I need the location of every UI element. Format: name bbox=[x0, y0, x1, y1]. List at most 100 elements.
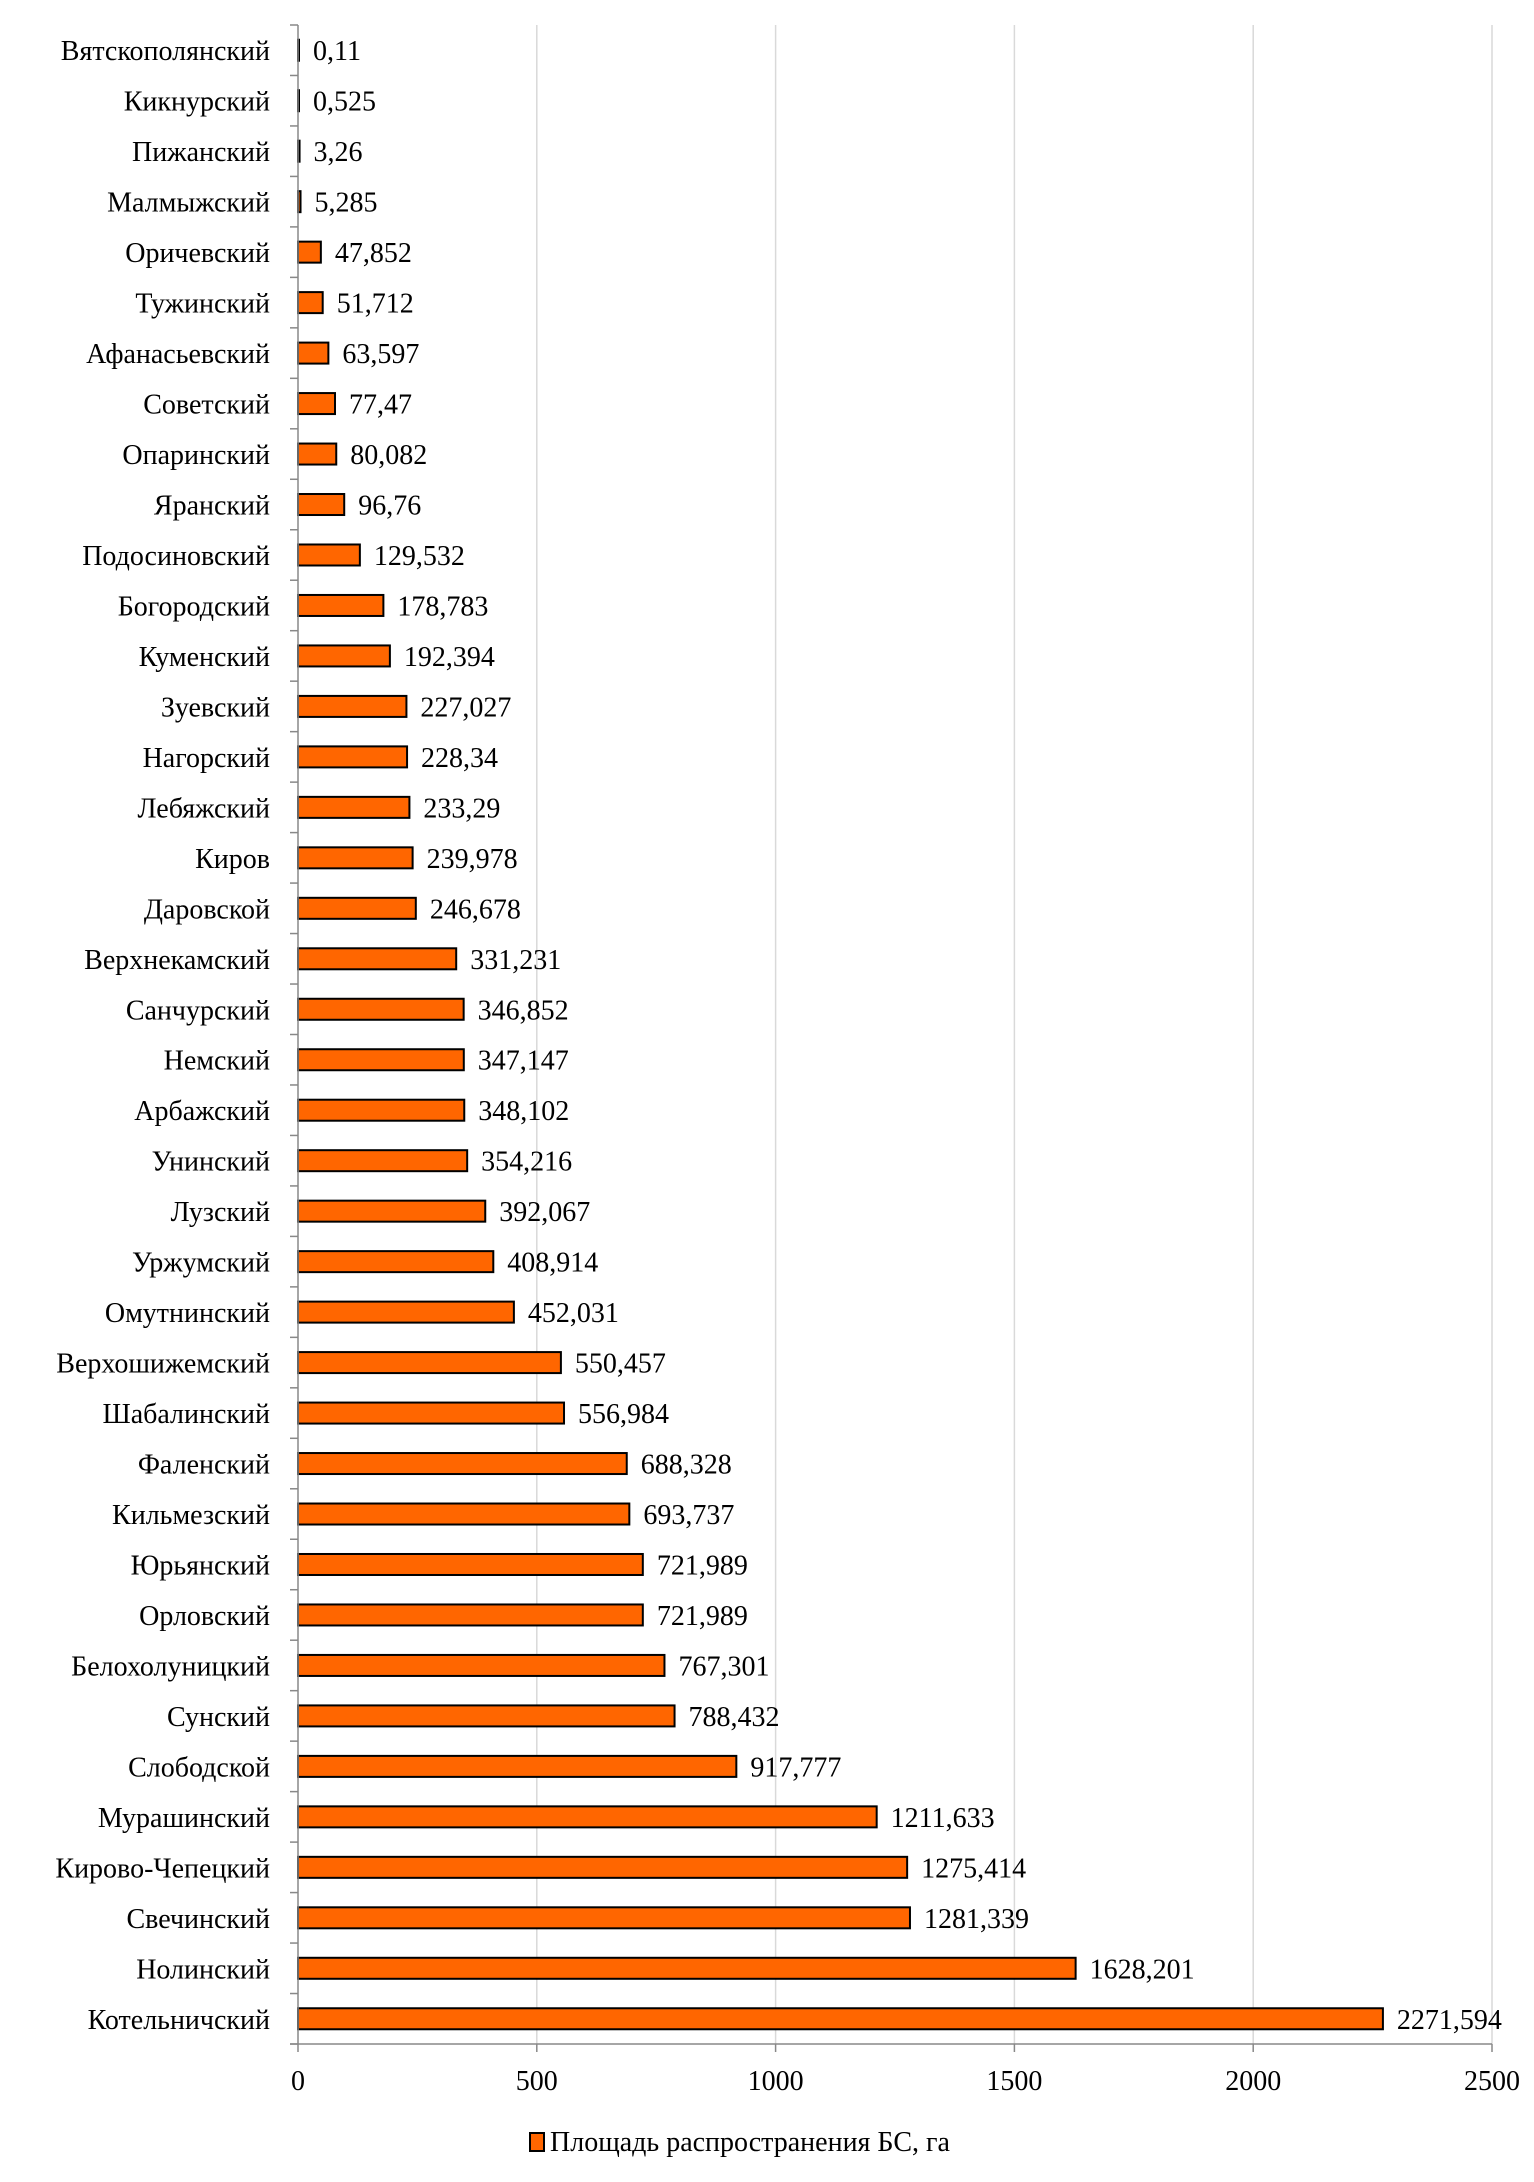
bar bbox=[297, 997, 465, 1021]
data-label: 721,989 bbox=[657, 1550, 748, 1581]
bar bbox=[297, 1048, 465, 1072]
x-tick-label: 500 bbox=[516, 2066, 558, 2097]
bar bbox=[297, 2007, 1384, 2031]
category-label: Сунский bbox=[167, 1702, 270, 1733]
data-label: 1275,414 bbox=[921, 1853, 1026, 1884]
data-label: 192,394 bbox=[404, 642, 495, 673]
bar bbox=[297, 442, 338, 466]
category-label: Лузский bbox=[171, 1197, 270, 1228]
data-label: 51,712 bbox=[337, 289, 414, 320]
category-label: Кирово-Чепецкий bbox=[55, 1853, 270, 1884]
bar bbox=[297, 1653, 666, 1677]
bar bbox=[297, 1956, 1077, 1980]
data-label: 5,285 bbox=[315, 188, 378, 219]
category-label: Слободской bbox=[128, 1752, 270, 1783]
data-label: 331,231 bbox=[470, 945, 561, 976]
data-label: 346,852 bbox=[478, 995, 569, 1026]
bar bbox=[297, 1149, 469, 1173]
bar bbox=[297, 593, 385, 617]
data-label: 688,328 bbox=[641, 1450, 732, 1481]
category-label: Советский bbox=[143, 390, 270, 421]
data-label: 239,978 bbox=[427, 844, 518, 875]
category-label: Орловский bbox=[139, 1601, 270, 1632]
bar bbox=[297, 795, 411, 819]
category-label: Малмыжский bbox=[107, 188, 270, 219]
bar bbox=[297, 1452, 628, 1476]
x-tick-label: 0 bbox=[291, 2066, 305, 2097]
x-tick-label: 1500 bbox=[986, 2066, 1042, 2097]
bar bbox=[297, 1351, 562, 1375]
data-label: 3,26 bbox=[314, 137, 363, 168]
data-label: 96,76 bbox=[358, 491, 421, 522]
data-label: 246,678 bbox=[430, 894, 521, 925]
bar bbox=[297, 1098, 466, 1122]
data-label: 233,29 bbox=[423, 793, 500, 824]
category-label: Кильмезский bbox=[112, 1500, 270, 1531]
category-label: Верхошижемский bbox=[56, 1349, 270, 1380]
bar bbox=[297, 1250, 495, 1274]
category-label: Уржумский bbox=[132, 1248, 270, 1279]
bar bbox=[297, 947, 458, 971]
bar bbox=[297, 240, 322, 264]
category-label: Шабалинский bbox=[102, 1399, 270, 1430]
data-label: 348,102 bbox=[478, 1096, 569, 1127]
bar bbox=[297, 1199, 487, 1223]
data-label: 63,597 bbox=[342, 339, 419, 370]
bar bbox=[297, 896, 417, 920]
category-label: Тужинский bbox=[135, 289, 270, 320]
data-label: 0,525 bbox=[313, 87, 376, 118]
data-label: 354,216 bbox=[481, 1147, 572, 1178]
category-label: Фаленский bbox=[138, 1450, 270, 1481]
x-tick-label: 2500 bbox=[1464, 2066, 1520, 2097]
category-label: Лебяжский bbox=[138, 793, 271, 824]
data-label: 47,852 bbox=[335, 238, 412, 269]
x-tick-label: 1000 bbox=[748, 2066, 804, 2097]
category-label: Даровской bbox=[144, 894, 270, 925]
bars: 0,11 0,525 3,26 5,285 47,852 51,712 63,597 77,4… bbox=[297, 36, 1502, 2036]
category-label: Вятскополянский bbox=[61, 36, 270, 67]
data-label: 392,067 bbox=[499, 1197, 590, 1228]
category-label: Кикнурский bbox=[124, 87, 270, 118]
category-label: Куменский bbox=[139, 642, 270, 673]
data-label: 1281,339 bbox=[924, 1904, 1029, 1935]
bar bbox=[297, 644, 391, 668]
category-label: Опаринский bbox=[122, 440, 270, 471]
data-label: 129,532 bbox=[374, 541, 465, 572]
category-label: Яранский bbox=[154, 491, 270, 522]
bar bbox=[297, 694, 408, 718]
legend-swatch bbox=[529, 2132, 545, 2152]
category-label: Свечинский bbox=[126, 1904, 270, 1935]
data-label: 452,031 bbox=[528, 1298, 619, 1329]
data-label: 550,457 bbox=[575, 1349, 666, 1380]
category-label: Афанасьевский bbox=[86, 339, 270, 370]
data-label: 178,783 bbox=[397, 591, 488, 622]
bar bbox=[297, 392, 336, 416]
bar bbox=[297, 1552, 644, 1576]
bar bbox=[297, 1300, 515, 1324]
category-label: Немский bbox=[164, 1046, 270, 1077]
data-label: 556,984 bbox=[578, 1399, 669, 1430]
category-label: Санчурский bbox=[126, 995, 270, 1026]
data-label: 80,082 bbox=[350, 440, 427, 471]
bar bbox=[297, 341, 330, 365]
data-label: 1628,201 bbox=[1090, 1954, 1195, 1985]
data-label: 721,989 bbox=[657, 1601, 748, 1632]
category-label: Белохолуницкий bbox=[71, 1651, 270, 1682]
category-label: Арбажский bbox=[134, 1096, 270, 1127]
bar bbox=[297, 493, 346, 517]
legend: Площадь распространения БС, га bbox=[529, 2127, 950, 2158]
bar bbox=[297, 1855, 909, 1879]
bar bbox=[297, 1704, 676, 1728]
data-label: 228,34 bbox=[421, 743, 498, 774]
category-label: Зуевский bbox=[161, 692, 270, 723]
bar bbox=[297, 1401, 566, 1425]
category-label: Подосиновский bbox=[82, 541, 270, 572]
gridlines bbox=[536, 25, 1493, 2044]
category-label: Нолинский bbox=[136, 1954, 270, 1985]
bar bbox=[297, 543, 361, 567]
data-label: 788,432 bbox=[689, 1702, 780, 1733]
category-label: Омутнинский bbox=[105, 1298, 270, 1329]
data-label: 0,11 bbox=[313, 36, 361, 67]
bar bbox=[297, 1502, 631, 1526]
